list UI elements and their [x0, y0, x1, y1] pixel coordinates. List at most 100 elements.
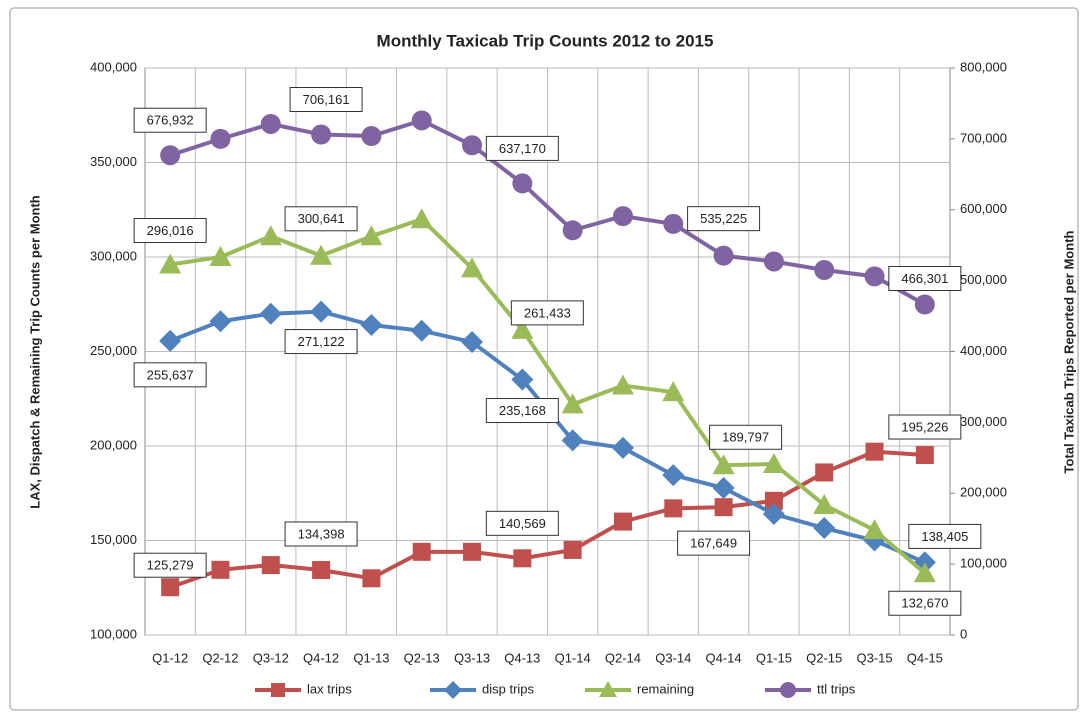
y2-tick-label: 400,000	[960, 343, 1007, 358]
point	[412, 542, 431, 561]
point	[762, 503, 785, 526]
y2-tick-label: 700,000	[960, 130, 1007, 145]
legend-marker	[444, 681, 462, 699]
data-label: 300,641	[298, 211, 345, 226]
point	[561, 429, 584, 452]
data-label: 706,161	[303, 92, 350, 107]
point	[712, 476, 735, 499]
point	[463, 542, 482, 561]
data-label: 271,122	[298, 334, 345, 349]
point	[209, 310, 232, 333]
y-tick-label: 150,000	[90, 532, 137, 547]
point	[915, 446, 934, 465]
data-label-box	[284, 206, 358, 232]
point	[814, 259, 835, 280]
legend-label: remaining	[637, 681, 694, 696]
point	[562, 220, 583, 241]
point	[612, 206, 633, 227]
point	[261, 556, 280, 575]
point	[815, 463, 834, 482]
x-tick-label: Q2-15	[806, 650, 842, 665]
point	[312, 560, 331, 579]
point	[662, 464, 685, 487]
point	[360, 314, 383, 337]
point	[159, 253, 182, 274]
x-tick-label: Q2-12	[202, 650, 238, 665]
point	[161, 578, 180, 597]
point	[360, 225, 383, 246]
legend-marker	[599, 681, 617, 697]
point	[310, 244, 333, 265]
point	[511, 318, 534, 339]
point	[260, 113, 281, 134]
x-tick-label: Q3-13	[454, 650, 490, 665]
point	[864, 266, 885, 287]
point	[362, 569, 381, 588]
point	[662, 381, 685, 402]
data-label-box	[485, 510, 559, 536]
point	[563, 540, 582, 559]
data-label-box	[284, 329, 358, 355]
point	[663, 213, 684, 234]
x-tick-label: Q3-12	[253, 650, 289, 665]
y-tick-label: 350,000	[90, 154, 137, 169]
point	[159, 329, 182, 352]
point	[712, 454, 735, 475]
data-label-box	[677, 530, 751, 556]
y2-tick-label: 300,000	[960, 414, 1007, 429]
data-label-box	[709, 424, 783, 450]
y-tick-label: 100,000	[90, 626, 137, 641]
legend-label: disp trips	[482, 681, 535, 696]
point	[411, 110, 432, 131]
x-tick-label: Q4-12	[303, 650, 339, 665]
point	[311, 124, 332, 145]
data-label-box	[133, 218, 207, 244]
data-label: 235,168	[499, 403, 546, 418]
point	[512, 173, 533, 194]
data-label: 140,569	[499, 516, 546, 531]
point	[160, 145, 181, 166]
point	[863, 519, 886, 540]
data-label: 167,649	[690, 536, 737, 551]
point	[714, 498, 733, 517]
point	[259, 302, 282, 325]
y-tick-label: 300,000	[90, 248, 137, 263]
point	[561, 393, 584, 414]
y-tick-label: 400,000	[90, 59, 137, 74]
data-label-box	[888, 266, 962, 292]
y2-tick-label: 100,000	[960, 556, 1007, 571]
data-label-box	[888, 414, 962, 440]
data-label-box	[888, 590, 962, 616]
legend-marker	[271, 683, 285, 697]
legend-label: ttl trips	[817, 681, 856, 696]
point	[865, 442, 884, 461]
point	[511, 368, 534, 391]
point	[410, 208, 433, 229]
y2-axis-title: Total Taxicab Trips Reported per Month	[1061, 230, 1076, 473]
point	[310, 300, 333, 323]
data-label: 125,279	[147, 558, 194, 573]
data-label: 195,226	[901, 419, 948, 434]
data-label: 132,670	[901, 596, 948, 611]
x-tick-label: Q3-15	[856, 650, 892, 665]
data-label: 535,225	[700, 211, 747, 226]
x-tick-label: Q1-15	[756, 650, 792, 665]
series-line	[169, 118, 926, 307]
point	[410, 319, 433, 342]
data-label-box	[133, 107, 207, 133]
data-label: 255,637	[147, 367, 194, 382]
y-tick-label: 250,000	[90, 343, 137, 358]
data-label: 466,301	[901, 271, 948, 286]
x-tick-label: Q1-12	[152, 650, 188, 665]
y2-tick-label: 800,000	[960, 59, 1007, 74]
series-line	[169, 216, 927, 575]
y-axis-title: LAX, Dispatch & Remaining Trip Counts pe…	[27, 195, 42, 509]
point	[914, 294, 935, 315]
x-tick-label: Q4-13	[504, 650, 540, 665]
data-label-box	[133, 552, 207, 578]
x-tick-label: Q1-13	[353, 650, 389, 665]
y2-tick-label: 200,000	[960, 485, 1007, 500]
point	[461, 257, 484, 278]
point	[611, 374, 634, 395]
